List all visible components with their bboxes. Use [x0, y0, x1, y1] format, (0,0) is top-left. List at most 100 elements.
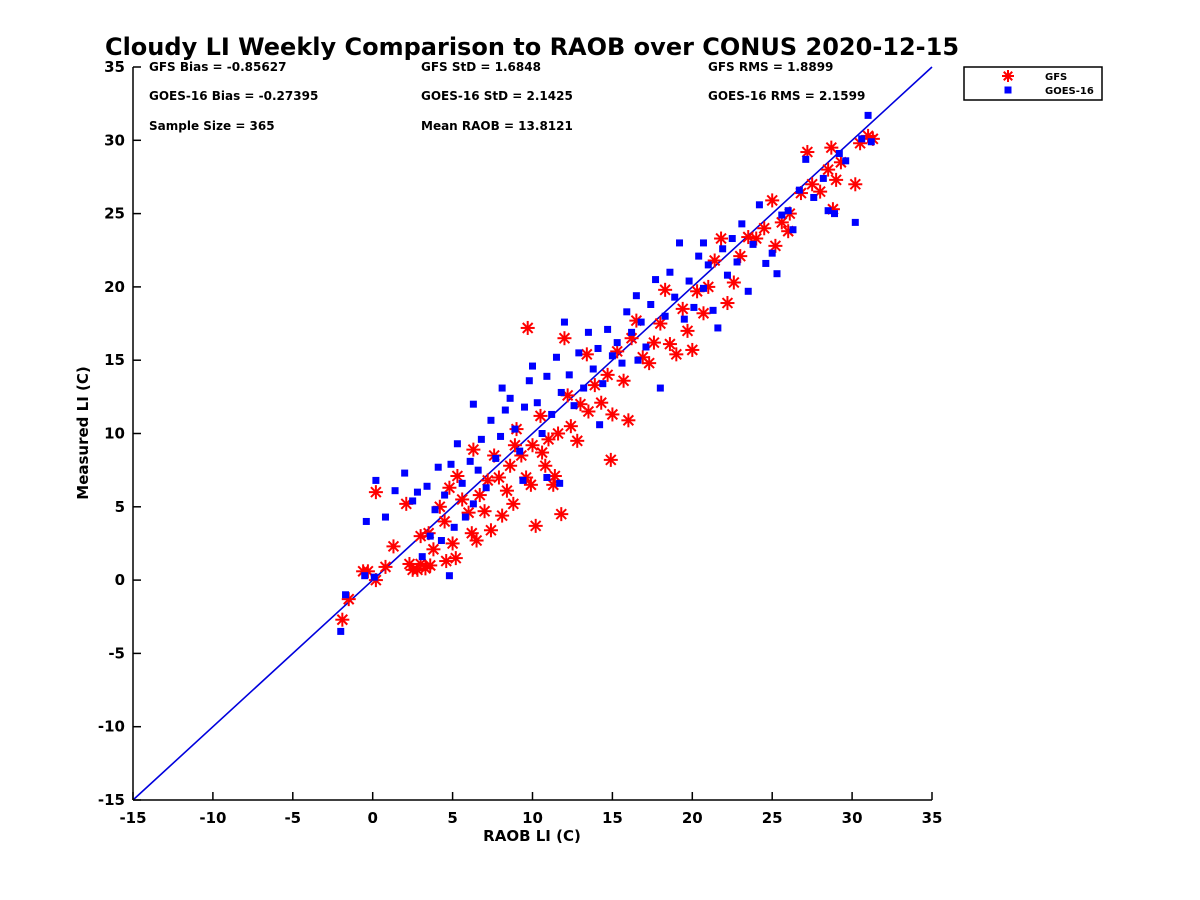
data-point-goes16 [437, 537, 445, 545]
data-point-gfs [696, 306, 711, 321]
data-point-goes16 [719, 245, 727, 253]
data-point-goes16 [594, 344, 602, 352]
data-point-gfs [720, 296, 735, 311]
x-tick-label: 0 [367, 809, 377, 827]
data-point-goes16 [469, 500, 477, 508]
data-point-goes16 [474, 466, 482, 474]
data-point-gfs [472, 488, 487, 503]
data-point-goes16 [604, 325, 612, 333]
data-point-goes16 [370, 573, 378, 581]
data-point-gfs [642, 356, 657, 371]
data-point-gfs [554, 507, 569, 522]
data-point-goes16 [810, 193, 818, 201]
data-point-gfs [528, 518, 543, 533]
data-point-gfs [423, 558, 438, 573]
stat-goes-rms: GOES-16 RMS = 2.1599 [708, 89, 865, 103]
data-point-goes16 [647, 300, 655, 308]
tick-labels-layer: -15 -10 -5 0 5 10 15 20 25 30 35 -15 -10 -5 0 5 10 15 20 25… [98, 58, 943, 827]
data-point-goes16 [661, 312, 669, 320]
data-point-goes16 [608, 352, 616, 360]
data-point-gfs [386, 539, 401, 554]
statistics-annotations: GFS Bias = -0.85627 GFS StD = 1.6848 GFS R… [149, 60, 865, 133]
data-point-gfs [600, 367, 615, 382]
axes-layer [132, 66, 933, 801]
data-point-goes16 [362, 517, 370, 525]
data-point-gfs [538, 458, 553, 473]
x-tick-label: -10 [199, 809, 226, 827]
data-point-goes16 [498, 384, 506, 392]
data-point-gfs [757, 221, 772, 236]
data-point-goes16 [461, 513, 469, 521]
data-point-goes16 [525, 377, 533, 385]
data-point-goes16 [680, 315, 688, 323]
legend-entry-gfs: GFS [1002, 70, 1067, 83]
data-point-goes16 [831, 210, 839, 218]
data-point-goes16 [466, 457, 474, 465]
data-point-goes16 [704, 261, 712, 269]
series-gfs [335, 128, 880, 627]
data-point-goes16 [666, 268, 674, 276]
data-point-gfs [466, 442, 481, 457]
stat-goes-std: GOES-16 StD = 2.1425 [421, 89, 573, 103]
data-point-goes16 [851, 218, 859, 226]
data-point-goes16 [755, 201, 763, 209]
data-point-gfs [506, 496, 521, 511]
legend-label: GOES-16 [1045, 86, 1094, 97]
data-point-goes16 [381, 513, 389, 521]
x-tick-label: 20 [682, 809, 703, 827]
data-point-gfs [621, 413, 636, 428]
data-point-goes16 [441, 491, 449, 499]
data-point-goes16 [426, 532, 434, 540]
data-point-goes16 [676, 239, 684, 247]
y-axis-label: Measured LI (C) [74, 366, 92, 499]
chart-title: Cloudy LI Weekly Comparison to RAOB over… [105, 33, 959, 61]
data-point-goes16 [501, 406, 509, 414]
data-point-gfs [581, 404, 596, 419]
data-point-goes16 [784, 207, 792, 215]
data-points-layer [335, 111, 880, 635]
data-point-goes16 [762, 259, 770, 267]
data-point-goes16 [580, 384, 588, 392]
data-point-goes16 [749, 240, 757, 248]
data-point-goes16 [447, 460, 455, 468]
y-tick-label: -10 [98, 718, 125, 736]
data-point-goes16 [632, 292, 640, 300]
data-point-goes16 [714, 324, 722, 332]
data-point-goes16 [842, 157, 850, 165]
data-point-goes16 [469, 400, 477, 408]
y-tick-label: 25 [104, 205, 125, 223]
data-point-goes16 [618, 359, 626, 367]
data-point-goes16 [434, 463, 442, 471]
data-point-goes16 [477, 435, 485, 443]
data-point-gfs [525, 438, 540, 453]
data-point-gfs [821, 162, 836, 177]
data-point-gfs [442, 480, 457, 495]
data-point-goes16 [413, 488, 421, 496]
stat-gfs-bias: GFS Bias = -0.85627 [149, 60, 286, 74]
data-point-goes16 [699, 284, 707, 292]
data-point-gfs [535, 445, 550, 460]
data-point-goes16 [401, 469, 409, 477]
data-point-gfs [714, 231, 729, 246]
data-point-gfs [653, 316, 668, 331]
data-point-gfs [594, 395, 609, 410]
y-tick-label: -5 [108, 644, 125, 662]
x-tick-label: -5 [284, 809, 301, 827]
data-point-goes16 [733, 258, 741, 266]
x-tick-label: 30 [842, 809, 863, 827]
data-point-goes16 [458, 479, 466, 487]
data-point-gfs [378, 559, 393, 574]
data-point-goes16 [533, 399, 541, 407]
data-point-gfs [503, 458, 518, 473]
data-point-goes16 [768, 249, 776, 257]
data-point-gfs [499, 483, 514, 498]
data-point-goes16 [744, 287, 752, 295]
data-point-gfs [848, 177, 863, 192]
data-point-goes16 [642, 343, 650, 351]
data-point-gfs [520, 320, 535, 335]
x-tick-label: 25 [762, 809, 783, 827]
legend-label: GFS [1045, 72, 1067, 83]
x-tick-label: 10 [522, 809, 543, 827]
data-point-goes16 [482, 484, 490, 492]
legend-box [963, 66, 1103, 101]
